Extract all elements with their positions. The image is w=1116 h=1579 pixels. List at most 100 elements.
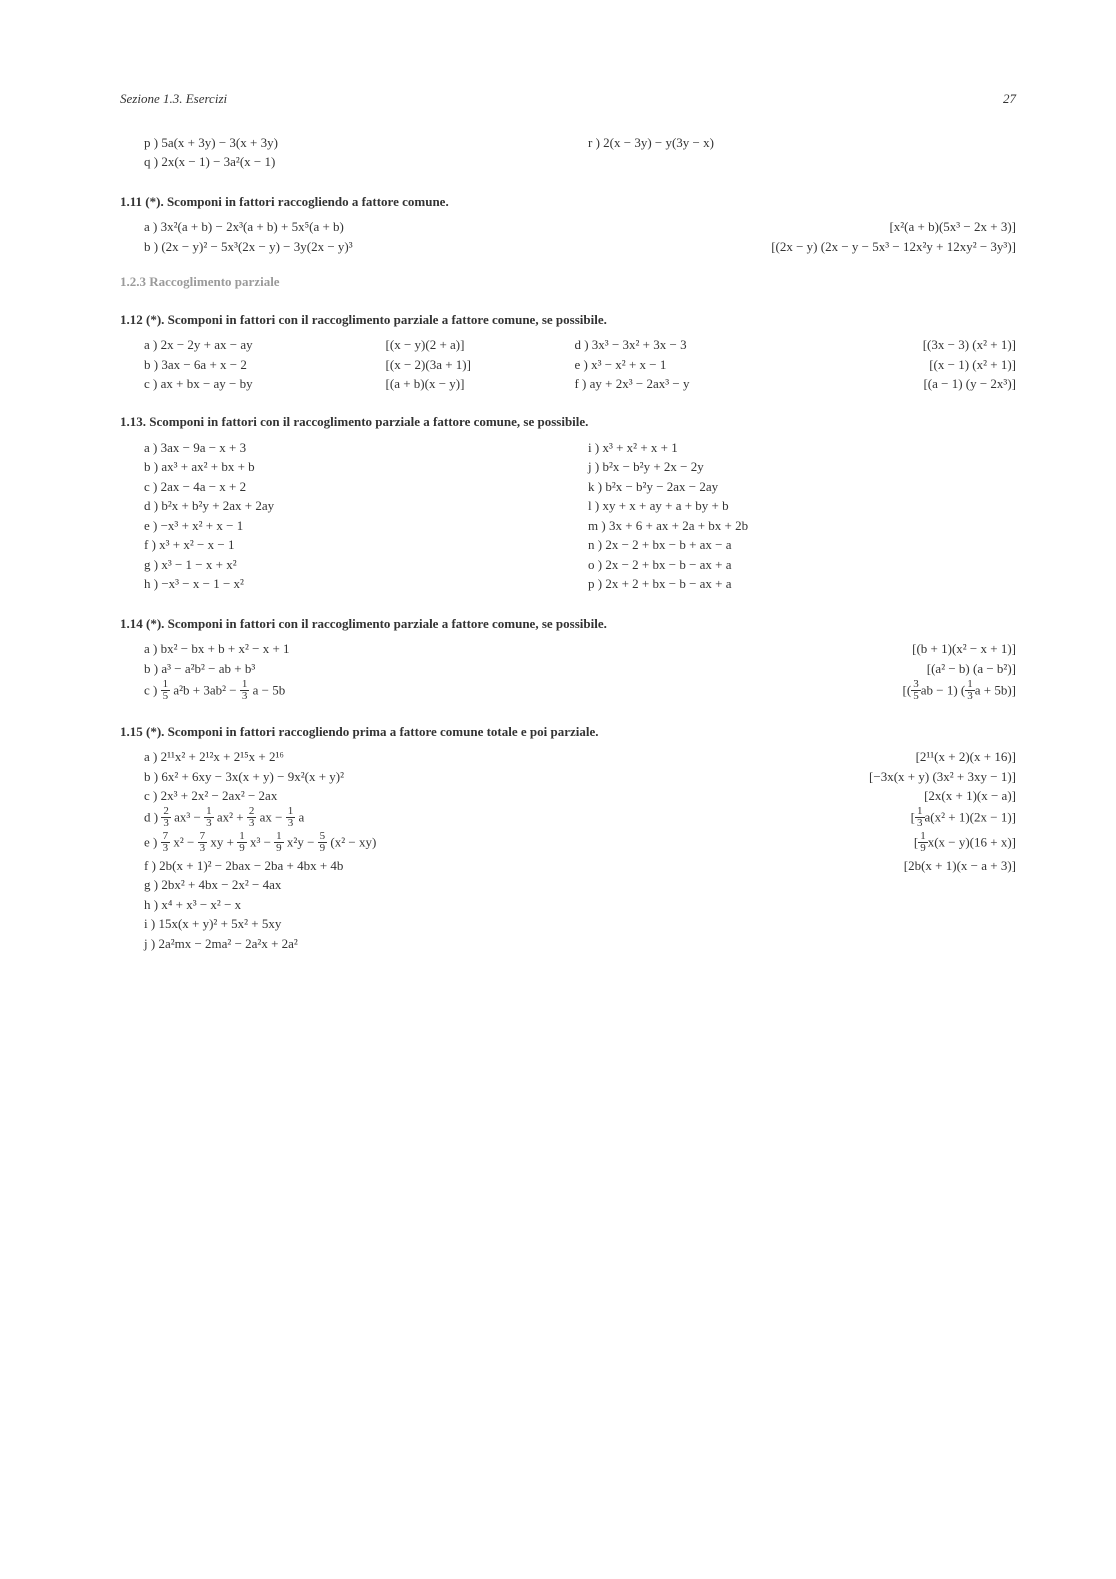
frac: 13 [915,806,925,829]
li: h ) −x³ − x − 1 − x² [144,575,572,593]
c1: a ) 2x − 2y + ax − ay [144,336,376,354]
frac: 73 [161,831,171,854]
lbl: d ) [144,809,158,824]
sub-123: 1.2.3 Raccoglimento parziale [120,273,1016,291]
ex-115-i: i ) 15x(x + y)² + 5x² + 5xy [144,915,1016,933]
t: ax³ − [174,809,201,824]
ans: [2x(x + 1)(x − a)] [924,787,1016,805]
t: ax − [260,809,283,824]
expr: c ) 2x³ + 2x² − 2ax² − 2ax [144,787,924,805]
frac: 13 [286,806,296,829]
c3: e ) x³ − x² + x − 1 [574,356,795,374]
frac: 23 [247,806,257,829]
frac: 35 [911,679,921,702]
ex-111-row-a: a ) 3x²(a + b) − 2x³(a + b) + 5x⁵(a + b)… [144,218,1016,236]
pre-left-col: p ) 5a(x + 3y) − 3(x + 3y) q ) 2x(x − 1)… [144,134,572,173]
frac: 23 [161,806,171,829]
ex-115-a: a ) 2¹¹x² + 2¹²x + 2¹⁵x + 2¹⁶ [2¹¹(x + 2… [144,748,1016,766]
pre-right-col: r ) 2(x − 3y) − y(3y − x) [588,134,1016,173]
ex-115-c: c ) 2x³ + 2x² − 2ax² − 2ax [2x(x + 1)(x … [144,787,1016,805]
frac: 19 [237,831,247,854]
c1: c ) ax + bx − ay − by [144,375,376,393]
expr: f ) 2b(x + 1)² − 2bax − 2ba + 4bx + 4b [144,857,904,875]
ans: [2¹¹(x + 2)(x + 16)] [916,748,1016,766]
frac: 19 [918,831,928,854]
t: x² − [173,834,194,849]
ex-115-label: 1.15 (*). Scomponi in fattori raccoglien… [120,724,599,739]
ex-111-a-ans: [x²(a + b)(5x³ − 2x + 3)] [889,218,1016,236]
ex-115-e: e ) 73 x² − 73 xy + 19 x³ − 19 x²y − 59 … [144,832,1016,855]
ex-113-right: i ) x³ + x² + x + 1 j ) b²x − b²y + 2x −… [588,439,1016,595]
c3: f ) ay + 2x³ − 2ax³ − y [574,375,795,393]
t: [( [903,682,912,697]
c3: d ) 3x³ − 3x² + 3x − 3 [574,336,795,354]
pre-items: p ) 5a(x + 3y) − 3(x + 3y) q ) 2x(x − 1)… [144,134,1016,173]
t: xy + [210,834,234,849]
t: a + 5b)] [975,682,1016,697]
frac: 13 [965,679,975,702]
ex-114-title: 1.14 (*). Scomponi in fattori con il rac… [120,615,1016,633]
li: g ) x³ − 1 − x + x² [144,556,572,574]
expr: d ) 23 ax³ − 13 ax² + 23 ax − 13 a [144,807,911,830]
c4: [(a − 1) (y − 2x³)] [806,375,1017,393]
li: b ) ax³ + ax² + bx + b [144,458,572,476]
expr: c ) 15 a²b + 3ab² − 13 a − 5b [144,680,903,703]
ex-111-b-ans: [(2x − y) (2x − y − 5x³ − 12x²y + 12xy² … [771,238,1016,256]
c2: [(x − y)(2 + a)] [386,336,565,354]
ex-111-a-expr: a ) 3x²(a + b) − 2x³(a + b) + 5x⁵(a + b) [144,218,889,236]
c4: [(3x − 3) (x² + 1)] [806,336,1017,354]
c1: b ) 3ax − 6a + x − 2 [144,356,376,374]
ex-115-b: b ) 6x² + 6xy − 3x(x + y) − 9x²(x + y)² … [144,768,1016,786]
t: (x² − xy) [330,834,376,849]
t: x(x − y)(16 + x)] [928,834,1016,849]
ex-115-h: h ) x⁴ + x³ − x² − x [144,896,1016,914]
ex-111-row-b: b ) (2x − y)² − 5x³(2x − y) − 3y(2x − y)… [144,238,1016,256]
lbl: c ) [144,682,157,697]
ex-113-cols: a ) 3ax − 9a − x + 3 b ) ax³ + ax² + bx … [144,439,1016,595]
ans: [(35ab − 1) (13a + 5b)] [903,680,1016,703]
li: i ) x³ + x² + x + 1 [588,439,1016,457]
item-q: q ) 2x(x − 1) − 3a²(x − 1) [144,153,572,171]
ex-111-label: 1.11 (*). Scomponi in fattori raccoglien… [120,194,449,209]
frac: 15 [161,679,171,702]
li: d ) b²x + b²y + 2ax + 2ay [144,497,572,515]
ex-114-b: b ) a³ − a²b² − ab + b³ [(a² − b) (a − b… [144,660,1016,678]
li: c ) 2ax − 4a − x + 2 [144,478,572,496]
ex-114-c: c ) 15 a²b + 3ab² − 13 a − 5b [(35ab − 1… [144,680,1016,703]
t: a [298,809,304,824]
ex-112-row-1: a ) 2x − 2y + ax − ay [(x − y)(2 + a)] d… [144,336,1016,354]
ans: [−3x(x + y) (3x² + 3xy − 1)] [869,768,1016,786]
frac: 73 [198,831,208,854]
li: k ) b²x − b²y − 2ax − 2ay [588,478,1016,496]
li: l ) xy + x + ay + a + by + b [588,497,1016,515]
t: a²b + 3ab² − [173,682,236,697]
ex-115-f: f ) 2b(x + 1)² − 2bax − 2ba + 4bx + 4b [… [144,857,1016,875]
ex-112-title: 1.12 (*). Scomponi in fattori con il rac… [120,311,1016,329]
ex-113-left: a ) 3ax − 9a − x + 3 b ) ax³ + ax² + bx … [144,439,572,595]
t: ab − 1) ( [921,682,966,697]
ans: [19x(x − y)(16 + x)] [914,832,1016,855]
ex-111-b-expr: b ) (2x − y)² − 5x³(2x − y) − 3y(2x − y)… [144,238,771,256]
li: o ) 2x − 2 + bx − b − ax + a [588,556,1016,574]
ex-112-label: 1.12 (*). Scomponi in fattori con il rac… [120,312,607,327]
t: x²y − [287,834,314,849]
ex-111-title: 1.11 (*). Scomponi in fattori raccoglien… [120,193,1016,211]
expr: e ) 73 x² − 73 xy + 19 x³ − 19 x²y − 59 … [144,832,914,855]
expr: j ) 2a²mx − 2ma² − 2a²x + 2a² [144,935,1016,953]
expr: a ) 2¹¹x² + 2¹²x + 2¹⁵x + 2¹⁶ [144,748,916,766]
item-p: p ) 5a(x + 3y) − 3(x + 3y) [144,134,572,152]
li: a ) 3ax − 9a − x + 3 [144,439,572,457]
expr: b ) a³ − a²b² − ab + b³ [144,660,927,678]
ans: [2b(x + 1)(x − a + 3)] [904,857,1016,875]
ex-114-a: a ) bx² − bx + b + x² − x + 1 [(b + 1)(x… [144,640,1016,658]
ex-112-row-3: c ) ax + bx − ay − by [(a + b)(x − y)] f… [144,375,1016,393]
t: ax² + [217,809,244,824]
ex-115-title: 1.15 (*). Scomponi in fattori raccoglien… [120,723,1016,741]
li: f ) x³ + x² − x − 1 [144,536,572,554]
section-title: Sezione 1.3. Esercizi [120,90,227,108]
ex-113-label: 1.13. Scomponi in fattori con il raccogl… [120,414,588,429]
li: e ) −x³ + x² + x − 1 [144,517,572,535]
li: j ) b²x − b²y + 2x − 2y [588,458,1016,476]
ex-115-j: j ) 2a²mx − 2ma² − 2a²x + 2a² [144,935,1016,953]
ans: [(a² − b) (a − b²)] [927,660,1016,678]
